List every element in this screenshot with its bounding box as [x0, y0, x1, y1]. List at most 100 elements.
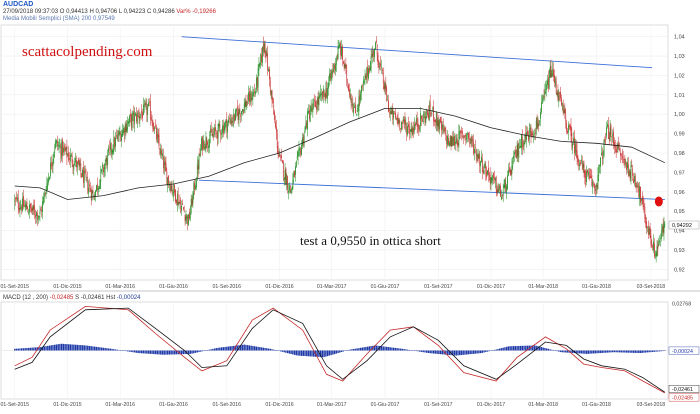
price-x-tick-label: 01-Dic-2017: [477, 284, 505, 290]
macd-histogram-bar: [592, 350, 595, 354]
price-y-tick-label: 1,04: [674, 35, 685, 41]
symbol-title: AUDCAD: [3, 1, 34, 8]
macd-histogram-bar: [490, 350, 492, 351]
macd-histogram-bar: [363, 347, 365, 351]
macd-histogram-bar: [172, 350, 174, 355]
candle-body: [210, 128, 212, 133]
candle-body: [126, 127, 128, 131]
target-marker: [654, 196, 663, 207]
macd-histogram-bar: [107, 348, 110, 351]
candle-body: [242, 108, 243, 112]
candle-body: [643, 205, 645, 207]
macd-x-axis: 01-Set-2015 01-Dic-2015 01-Mar-2016 01-Giu-…: [0, 402, 665, 408]
candle-body: [73, 165, 75, 170]
candle-body: [355, 114, 357, 116]
candle-body: [441, 124, 443, 130]
macd-histogram-bar: [639, 350, 642, 353]
macd-histogram-bar: [125, 350, 127, 352]
candle-body: [553, 69, 554, 78]
candle-body: [622, 155, 624, 158]
macd-histogram-bar: [495, 349, 497, 351]
candle-body: [339, 44, 341, 46]
candle-body: [485, 165, 487, 175]
candle-body: [175, 189, 176, 202]
candle-body: [203, 141, 205, 149]
candle-body: [361, 86, 362, 93]
candle-body: [362, 81, 364, 87]
macd-histogram-bar: [31, 347, 33, 351]
candle-body: [507, 175, 508, 190]
candle-body: [118, 131, 120, 137]
macd-y-tick-label: -0,02485: [672, 396, 693, 402]
macd-histogram-bar: [646, 350, 649, 353]
candle-body: [65, 147, 67, 150]
candle-body: [195, 185, 196, 190]
candle-body: [108, 147, 109, 153]
candle-body: [168, 175, 169, 184]
candle-body: [384, 82, 386, 89]
candle-body: [412, 127, 414, 134]
candle-body: [420, 112, 421, 127]
macd-histogram-bar: [632, 350, 635, 353]
candle-body: [84, 170, 86, 173]
candle-body: [336, 57, 338, 59]
macd-histogram-bar: [142, 350, 145, 354]
candle-body: [275, 122, 276, 128]
candle-body: [473, 141, 474, 154]
candle-body: [20, 205, 22, 209]
macd-histogram-bar: [165, 350, 167, 355]
candle-body: [599, 165, 601, 167]
candle-body: [196, 180, 197, 188]
candle-body: [102, 164, 103, 168]
candle-body: [341, 47, 342, 57]
macd-histogram-bar: [92, 346, 94, 351]
macd-histogram-bar: [73, 344, 75, 351]
candle-body: [345, 65, 347, 68]
macd-histogram-bar: [153, 350, 155, 355]
macd-histogram-bar: [636, 350, 638, 353]
macd-histogram-bar: [554, 350, 557, 351]
candle-body: [647, 225, 649, 236]
macd-histogram-bar: [180, 350, 183, 355]
candle-body: [389, 112, 391, 114]
candle-body: [16, 197, 17, 200]
candle-body: [242, 109, 244, 114]
macd-histogram-bar: [187, 350, 190, 354]
macd-histogram-bar: [240, 344, 242, 351]
price-y-tick-label: 1,00: [674, 112, 685, 118]
candle-body: [497, 188, 499, 192]
candle-body: [22, 198, 23, 211]
candle-body: [298, 148, 300, 151]
candle-body: [650, 235, 652, 245]
candle-body: [167, 177, 169, 187]
candle-body: [220, 131, 222, 136]
candle-body: [27, 211, 29, 213]
candle-body: [198, 154, 200, 170]
candle-body: [312, 104, 314, 113]
macd-histogram-bar: [625, 350, 628, 353]
candle-body: [448, 138, 449, 145]
candle-body: [136, 114, 137, 122]
macd-histogram-bar: [645, 350, 647, 353]
candle-body: [109, 143, 111, 150]
candle-body: [169, 185, 171, 192]
candle-body: [282, 161, 284, 178]
candle-body: [15, 198, 16, 200]
candle-body: [293, 172, 295, 177]
macd-histogram-bar: [664, 350, 666, 351]
candle-body: [194, 182, 196, 191]
candle-body: [234, 114, 235, 121]
macd-histogram-bar: [344, 350, 346, 352]
candle-body: [435, 111, 437, 125]
candle-body: [364, 75, 366, 78]
macd-histogram-bar: [137, 350, 139, 354]
macd-histogram-bar: [335, 350, 338, 354]
macd-histogram-bar: [26, 347, 28, 351]
candle-body: [161, 150, 162, 155]
candle-body: [162, 153, 163, 157]
macd-histogram-bar: [313, 350, 315, 357]
candle-body: [464, 135, 466, 137]
candle-body: [233, 113, 235, 122]
candle-body: [417, 124, 419, 127]
macd-histogram-bar: [260, 347, 263, 351]
